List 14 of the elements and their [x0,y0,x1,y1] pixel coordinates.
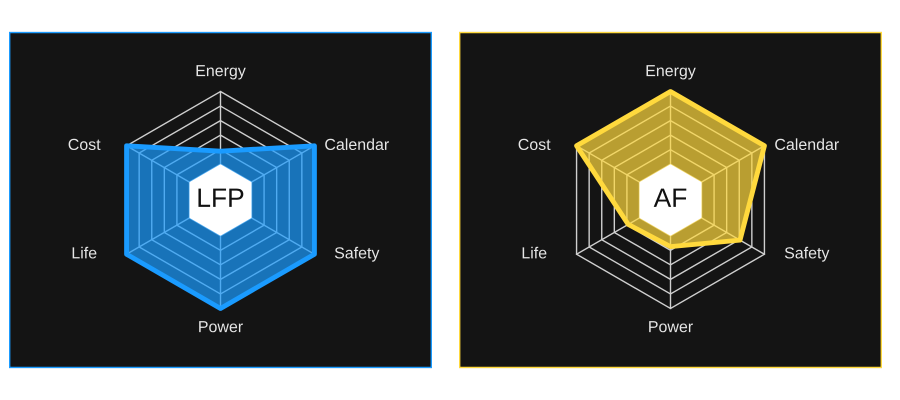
spoke-label: Power [199,321,243,332]
text: AF [654,188,686,207]
spoke-label: Calendar [775,138,839,150]
text: LFP [198,188,244,207]
spoke-label: Energy [646,65,696,80]
spoke-label: Life [72,246,96,259]
spoke-label: Cost [68,138,101,150]
spoke-label: Life [522,246,546,259]
spoke-label: Safety [784,246,830,262]
spoke-label: Safety [334,246,380,262]
spoke-label: Energy [196,65,246,80]
spoke-label: Cost [518,138,551,150]
spoke-label: Power [649,321,693,332]
spoke-label: Calendar [325,138,389,150]
